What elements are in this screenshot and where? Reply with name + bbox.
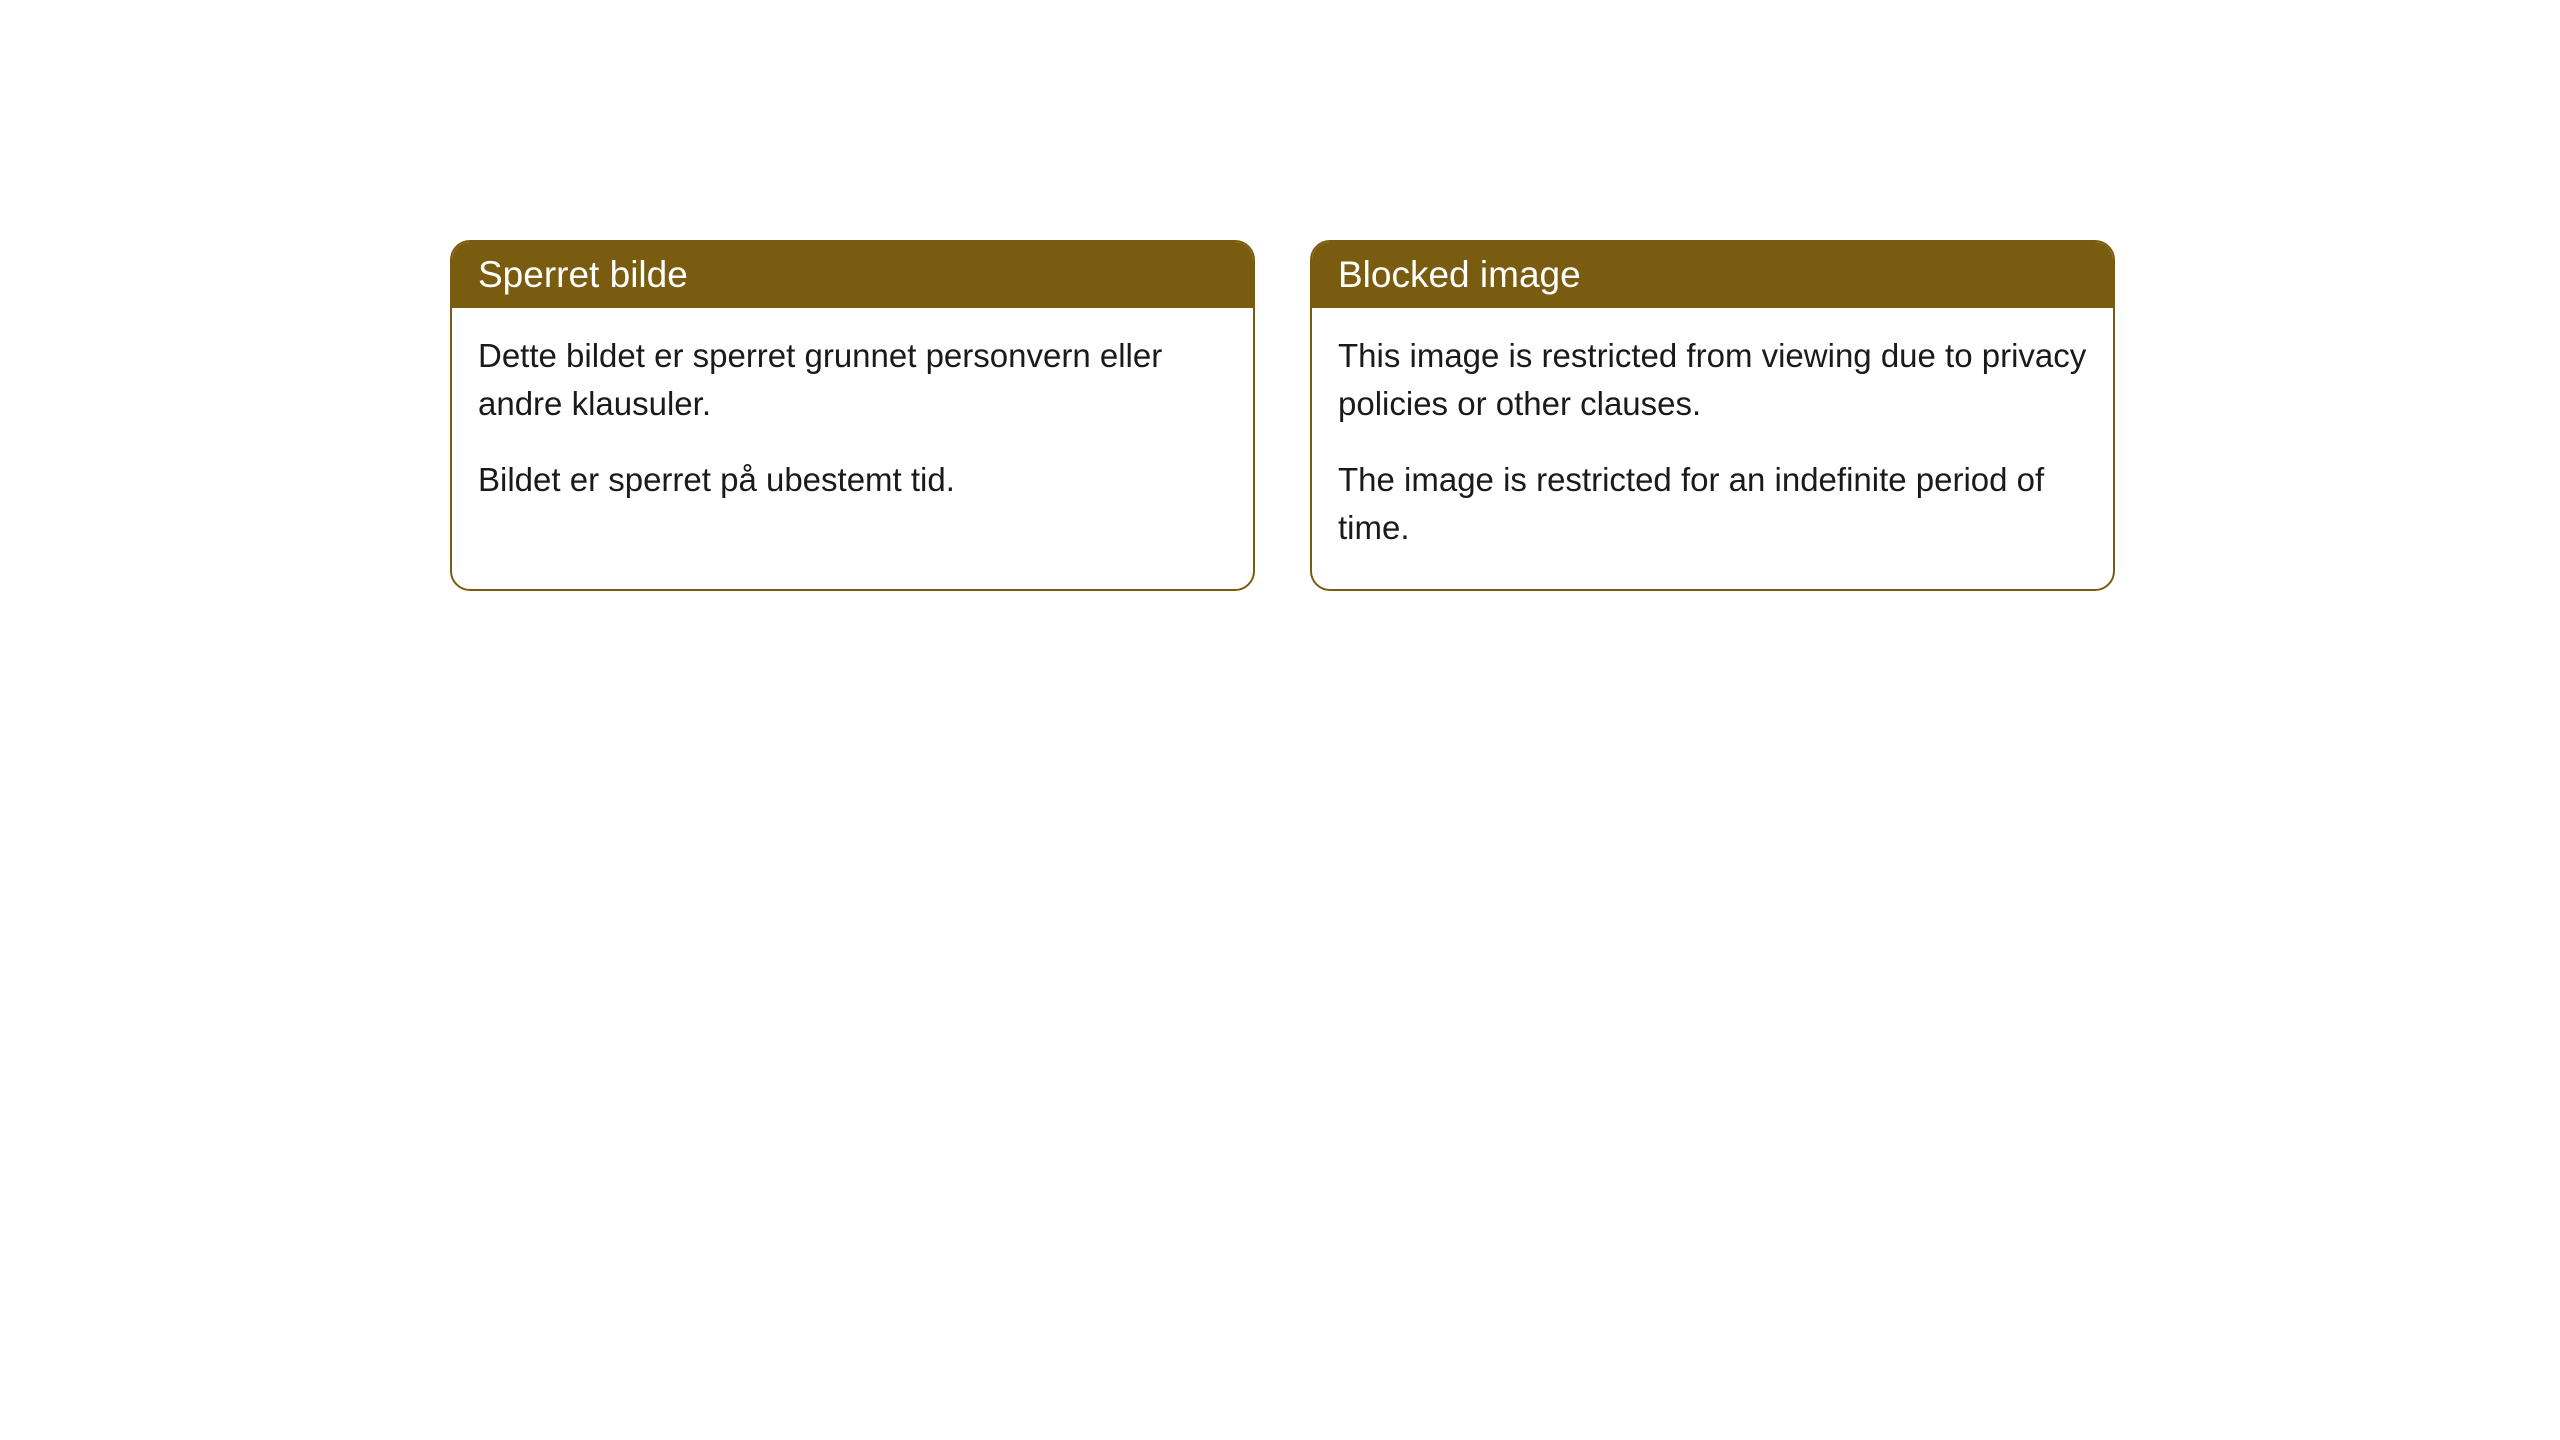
blocked-image-card-en: Blocked image This image is restricted f… <box>1310 240 2115 591</box>
notice-container: Sperret bilde Dette bildet er sperret gr… <box>0 0 2560 591</box>
card-header-en: Blocked image <box>1312 242 2113 308</box>
card-title-no: Sperret bilde <box>478 254 688 295</box>
card-text-en-1: This image is restricted from viewing du… <box>1338 332 2087 428</box>
blocked-image-card-no: Sperret bilde Dette bildet er sperret gr… <box>450 240 1255 591</box>
card-header-no: Sperret bilde <box>452 242 1253 308</box>
card-text-en-2: The image is restricted for an indefinit… <box>1338 456 2087 552</box>
card-text-no-2: Bildet er sperret på ubestemt tid. <box>478 456 1227 504</box>
card-text-no-1: Dette bildet er sperret grunnet personve… <box>478 332 1227 428</box>
card-body-no: Dette bildet er sperret grunnet personve… <box>452 308 1253 542</box>
card-title-en: Blocked image <box>1338 254 1581 295</box>
card-body-en: This image is restricted from viewing du… <box>1312 308 2113 589</box>
